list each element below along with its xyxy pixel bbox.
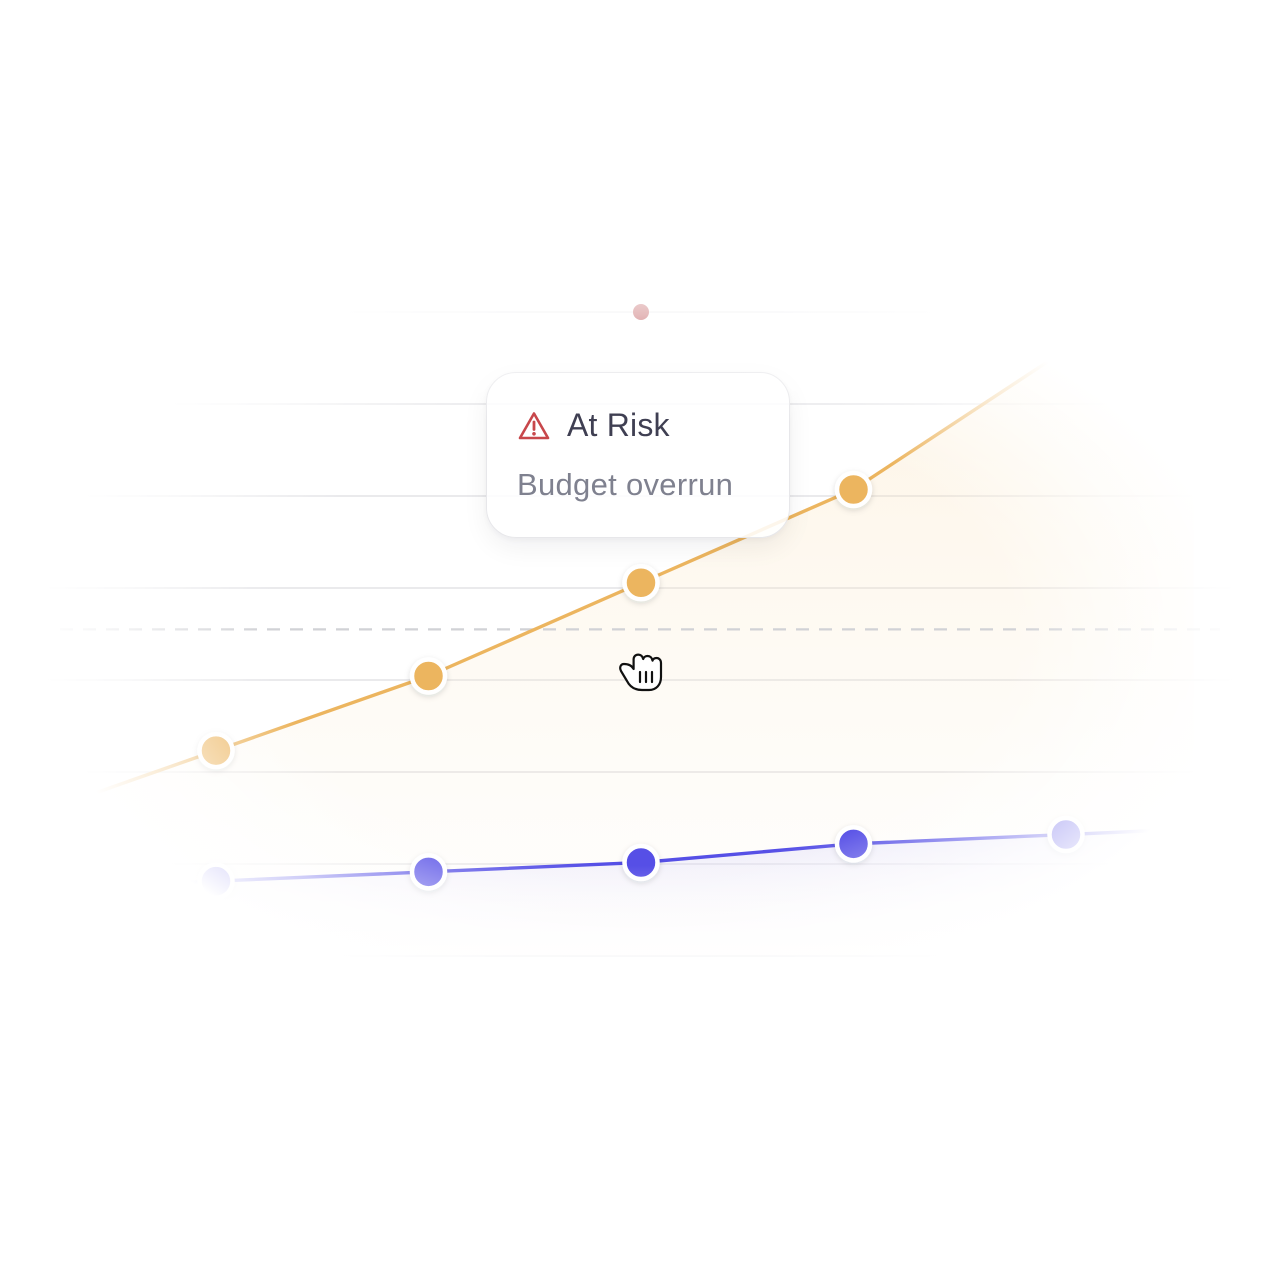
series-2-point-mar [622,843,660,882]
series-1-point-jan [197,731,235,770]
highlight-marker [633,304,649,320]
tooltip-status: At Risk [567,407,670,443]
series-2-point-may [1047,815,1085,854]
series-1-point-apr [834,470,873,509]
series-1-point-mar [622,564,660,602]
x-tick-may: May [1040,1003,1093,1034]
x-tick-apr: Apr [832,1003,876,1034]
grab-hand-icon [619,653,663,692]
tooltip-detail: Budget overrun [517,467,734,502]
series-2-point-apr [834,825,873,863]
status-tooltip: At Risk Budget overrun [486,372,790,538]
tooltip-header: At Risk [517,407,670,444]
x-tick-jan: Jan [193,1003,238,1034]
series-2-point-jan [197,862,235,900]
x-tick-feb: Feb [404,1003,452,1034]
series-1-point-feb [409,657,448,695]
warning-triangle-icon [518,411,550,439]
series-2-point-feb [409,853,448,891]
x-tick-mar: Mar [617,1003,665,1034]
series-1-point-may [1047,330,1085,369]
